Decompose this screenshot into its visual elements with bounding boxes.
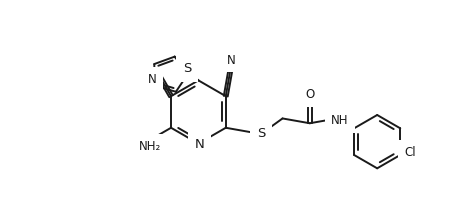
Text: NH₂: NH₂ [139, 140, 161, 153]
Text: O: O [304, 88, 313, 101]
Text: NH: NH [330, 114, 348, 127]
Text: Cl: Cl [403, 145, 415, 159]
Text: N: N [226, 54, 235, 67]
Text: S: S [256, 127, 264, 140]
Text: N: N [194, 138, 204, 151]
Text: S: S [183, 62, 191, 75]
Text: N: N [148, 73, 157, 86]
